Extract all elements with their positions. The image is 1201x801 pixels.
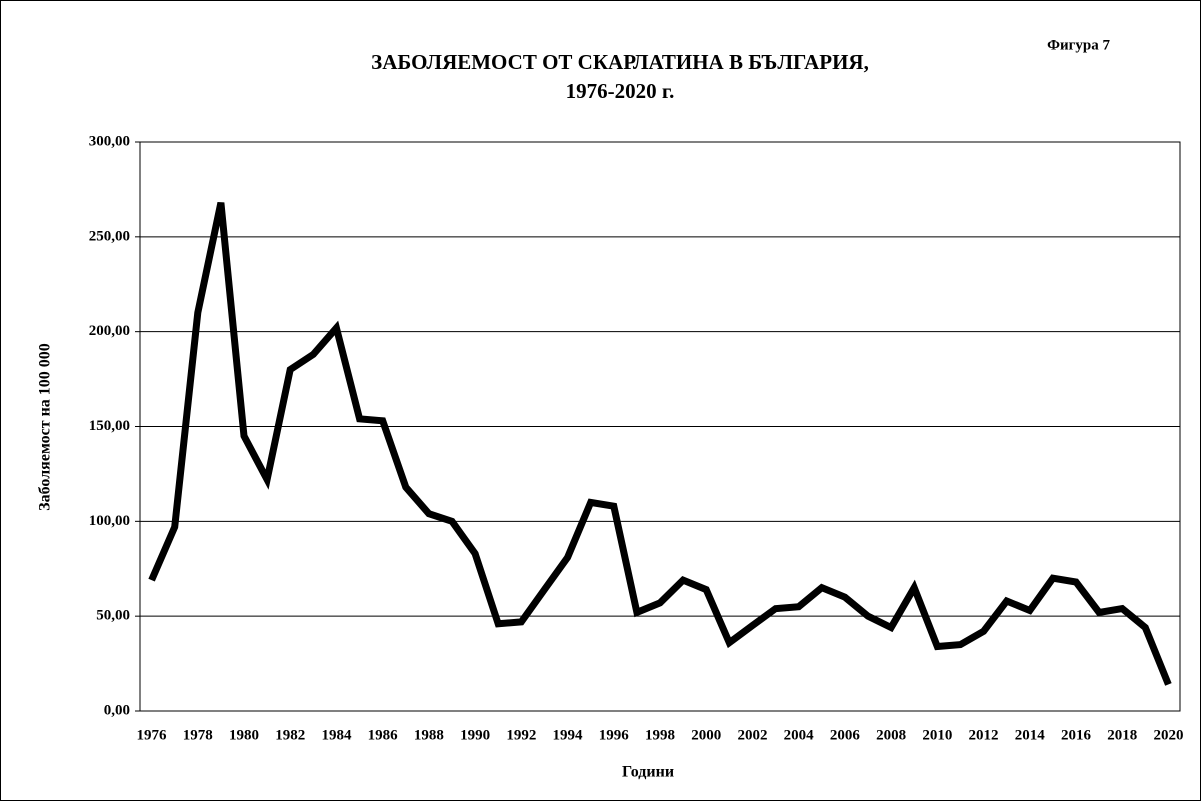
line (148, 201, 1172, 686)
x-tick-label: 2006 (830, 727, 861, 743)
chart-title: 1976-2020 г. (566, 79, 675, 103)
y-tick-label: 250,00 (89, 228, 130, 244)
x-tick-label: 2010 (922, 727, 952, 743)
y-tick-label: 0,00 (104, 702, 130, 718)
x-tick-label: 1988 (414, 727, 444, 743)
x-tick-label: 2008 (876, 727, 906, 743)
x-tick-label: 1996 (599, 727, 630, 743)
x-tick-label: 2004 (784, 727, 815, 743)
y-tick-label: 50,00 (96, 608, 130, 624)
x-tick-label: 2012 (969, 727, 999, 743)
x-tick-label: 1976 (137, 727, 168, 743)
x-tick-label: 1982 (275, 727, 305, 743)
x-tick-label: 1998 (645, 727, 675, 743)
x-axis-label: Години (622, 764, 674, 781)
y-tick-label: 200,00 (89, 323, 130, 339)
x-tick-label: 1984 (321, 727, 352, 743)
x-tick-label: 2020 (1153, 727, 1183, 743)
chart-title: ЗАБОЛЯЕМОСТ ОТ СКАРЛАТИНА В БЪЛГАРИЯ, (371, 50, 869, 74)
x-tick-label: 1990 (460, 727, 490, 743)
x-tick-label: 1994 (553, 727, 584, 743)
y-tick-label: 300,00 (89, 133, 130, 149)
plot-area (139, 141, 1181, 712)
x-tick-label: 1992 (506, 727, 536, 743)
y-tick-label: 100,00 (89, 513, 130, 529)
x-tick-label: 1980 (229, 727, 259, 743)
x-tick-label: 1986 (368, 727, 399, 743)
x-tick-label: 2016 (1061, 727, 1092, 743)
x-tick-label: 2014 (1015, 727, 1046, 743)
x-tick-label: 2002 (737, 727, 767, 743)
annotation: Фигура 7 (1047, 37, 1110, 53)
y-tick-label: 150,00 (89, 418, 130, 434)
x-tick-label: 2000 (691, 727, 721, 743)
x-tick-label: 1978 (183, 727, 213, 743)
y-axis-label: Заболяемост на 100 000 (37, 343, 54, 511)
x-tick-label: 2018 (1107, 727, 1137, 743)
